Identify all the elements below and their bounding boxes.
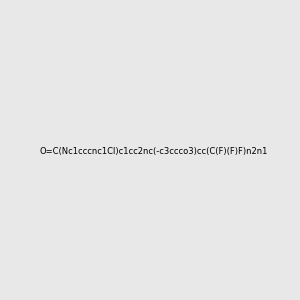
Text: O=C(Nc1cccnc1Cl)c1cc2nc(-c3ccco3)cc(C(F)(F)F)n2n1: O=C(Nc1cccnc1Cl)c1cc2nc(-c3ccco3)cc(C(F)…	[40, 147, 268, 156]
